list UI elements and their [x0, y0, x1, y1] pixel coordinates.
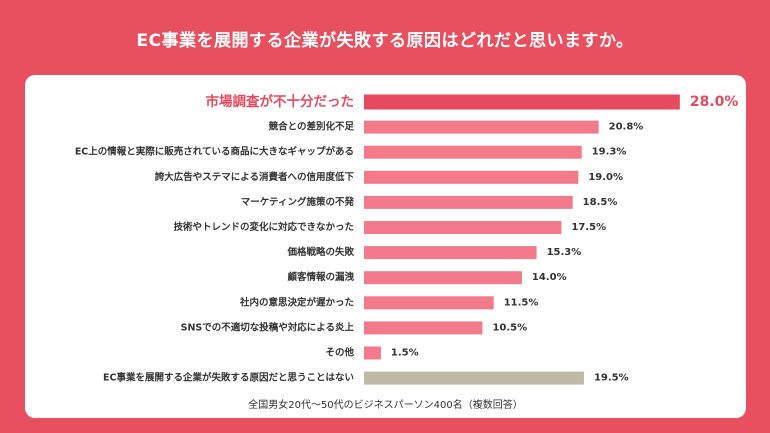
category-label: その他 — [325, 347, 354, 359]
category-label: EC上の情報と実際に販売されている商品に大きなギャップがある — [75, 146, 354, 158]
bar — [364, 271, 522, 285]
bar — [364, 221, 562, 234]
category-label: 社内の意思決定が遅かった — [239, 296, 354, 308]
bar — [364, 246, 537, 260]
category-label: 誇大広告やステマによる消費者への信用度低下 — [155, 171, 355, 183]
value-label: 20.8% — [609, 122, 644, 133]
category-label: 競合との差別化不足 — [269, 121, 355, 133]
bar — [364, 321, 483, 335]
category-label: SNSでの不適切な投稿や対応による炎上 — [181, 321, 355, 333]
value-label: 19.3% — [592, 147, 627, 158]
bar — [364, 120, 599, 134]
value-label: 11.5% — [504, 297, 539, 308]
category-label: 技術やトレンドの変化に対応できなかった — [173, 221, 354, 233]
value-label: 10.5% — [492, 322, 527, 333]
category-label: 顧客情報の漏洩 — [287, 271, 354, 283]
value-label: 18.5% — [583, 197, 618, 208]
bar — [364, 94, 680, 110]
value-label: 19.0% — [588, 172, 623, 183]
value-label: 1.5% — [391, 348, 419, 359]
value-label: 28.0% — [690, 94, 739, 110]
category-label: 価格戦略の失敗 — [286, 246, 354, 258]
category-label: 市場調査が不十分だった — [206, 93, 355, 110]
bar-chart: 市場調査が不十分だった 28.0% 競合との差別化不足 20.8% EC上の情報と実際に… — [75, 93, 739, 385]
page-title: EC事業を展開する企業が失敗する原因はどれだと思いますか。 — [136, 31, 634, 51]
value-label: 14.0% — [532, 272, 567, 283]
bar — [364, 296, 494, 310]
value-label: 19.5% — [594, 373, 629, 384]
bar — [364, 195, 573, 209]
bar — [364, 371, 584, 385]
value-label: 15.3% — [547, 247, 582, 258]
bar — [364, 145, 582, 159]
value-label: 17.5% — [571, 222, 606, 233]
category-label: マーケティング施策の不発 — [241, 196, 355, 208]
bar — [364, 346, 381, 360]
chart-card: 市場調査が不十分だった 28.0% 競合との差別化不足 20.8% EC上の情報と実際に… — [25, 75, 746, 418]
category-label: EC事業を展開する企業が失敗する原因だと思うことはない — [103, 372, 354, 384]
bar — [364, 170, 579, 184]
footnote: 全国男女20代〜50代のビジネスパーソン400名（複数回答） — [248, 400, 523, 411]
